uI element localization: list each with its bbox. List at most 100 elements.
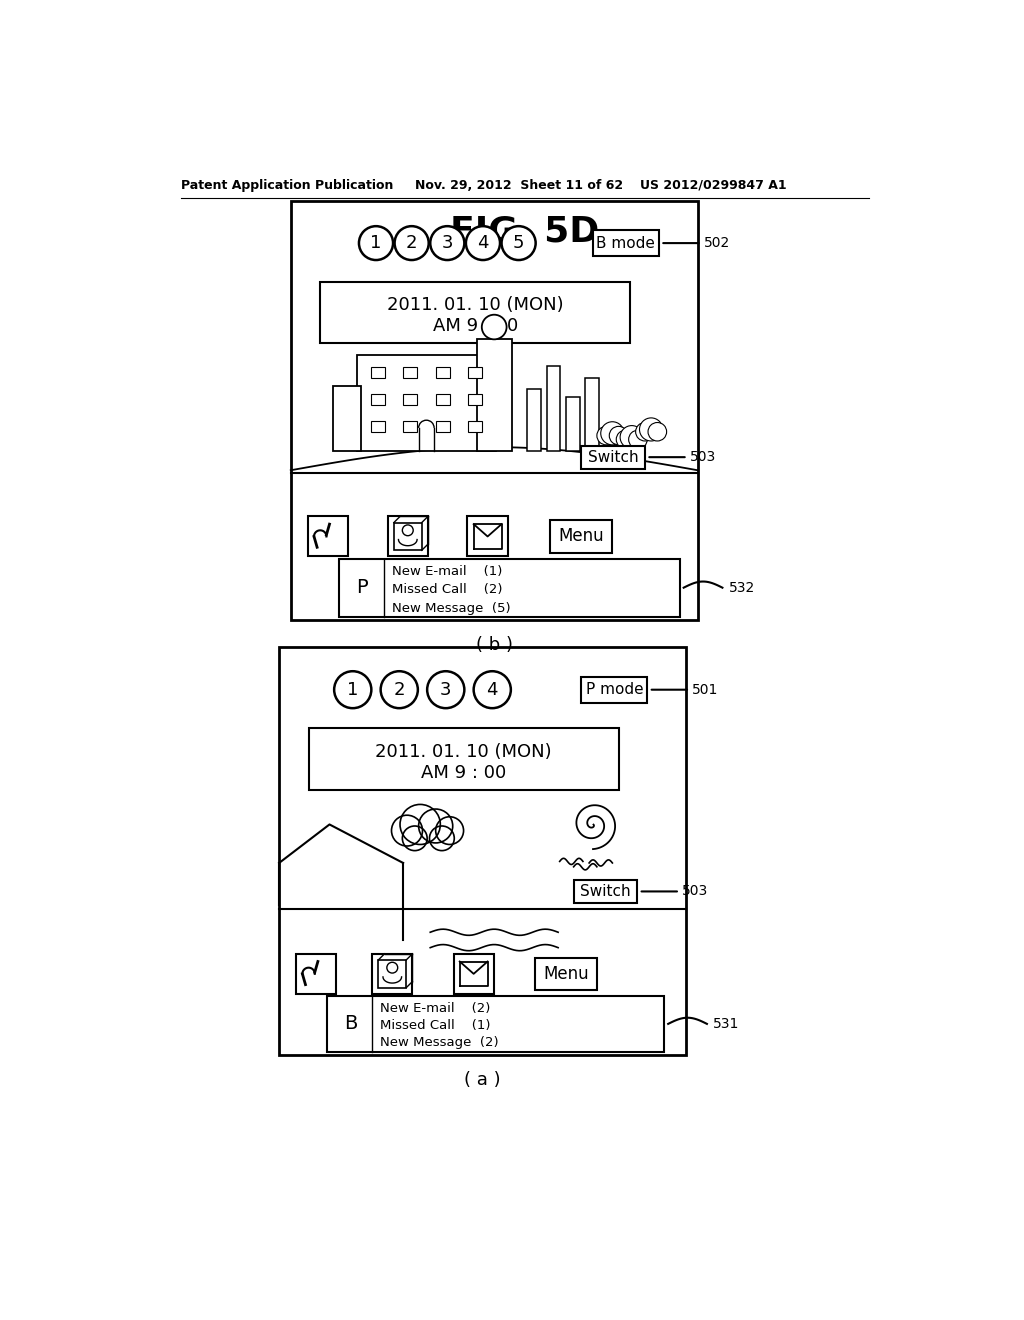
Bar <box>388 516 428 557</box>
Bar <box>566 397 580 451</box>
Bar <box>308 729 618 789</box>
Bar <box>371 421 385 432</box>
Text: B: B <box>344 1014 357 1034</box>
Text: New Message  (5): New Message (5) <box>391 602 510 615</box>
Circle shape <box>640 418 663 441</box>
Bar <box>321 281 630 343</box>
Text: New E-mail    (2): New E-mail (2) <box>380 1002 490 1015</box>
Text: Switch: Switch <box>580 884 631 899</box>
Circle shape <box>466 226 500 260</box>
Bar <box>372 954 413 994</box>
Circle shape <box>636 422 654 441</box>
Text: 2011. 01. 10 (MON): 2011. 01. 10 (MON) <box>387 296 563 314</box>
Text: 3: 3 <box>440 681 452 698</box>
Bar <box>593 230 658 256</box>
Circle shape <box>427 671 464 708</box>
Text: AM 9 : 00: AM 9 : 00 <box>421 763 506 781</box>
Text: 501: 501 <box>692 682 719 697</box>
Bar <box>535 958 597 990</box>
Bar <box>468 421 482 432</box>
Circle shape <box>394 226 429 260</box>
Text: New Message  (2): New Message (2) <box>380 1036 499 1049</box>
Circle shape <box>474 671 511 708</box>
Text: FIG. 5D: FIG. 5D <box>451 215 599 248</box>
Text: 2: 2 <box>406 234 418 252</box>
Bar <box>339 558 680 616</box>
Text: 2: 2 <box>393 681 406 698</box>
Text: 531: 531 <box>713 1016 739 1031</box>
Text: ( b ): ( b ) <box>476 636 513 653</box>
Text: AM 9 : 00: AM 9 : 00 <box>432 317 518 335</box>
Bar <box>582 677 647 702</box>
Text: 503: 503 <box>682 884 709 899</box>
Text: 502: 502 <box>703 236 730 249</box>
Text: 532: 532 <box>729 581 755 595</box>
Text: 4: 4 <box>486 681 498 698</box>
Text: 4: 4 <box>477 234 488 252</box>
Text: 1: 1 <box>347 681 358 698</box>
Circle shape <box>597 426 615 445</box>
Bar <box>477 339 512 451</box>
Bar <box>468 367 482 378</box>
Bar <box>328 997 665 1052</box>
Text: Nov. 29, 2012  Sheet 11 of 62: Nov. 29, 2012 Sheet 11 of 62 <box>415 178 623 191</box>
Circle shape <box>502 226 536 260</box>
Circle shape <box>648 422 667 441</box>
Circle shape <box>435 817 464 845</box>
Bar <box>454 954 494 994</box>
Bar <box>403 367 417 378</box>
Circle shape <box>402 826 427 850</box>
Bar <box>394 523 422 550</box>
Circle shape <box>629 430 647 449</box>
Text: Menu: Menu <box>543 965 589 983</box>
Bar <box>547 366 560 451</box>
Circle shape <box>402 525 414 536</box>
Bar <box>371 395 385 405</box>
Text: US 2012/0299847 A1: US 2012/0299847 A1 <box>640 178 786 191</box>
Circle shape <box>419 809 453 843</box>
Text: 1: 1 <box>371 234 382 252</box>
Circle shape <box>481 314 507 339</box>
Bar <box>586 378 599 451</box>
Circle shape <box>391 816 423 846</box>
Bar <box>435 395 450 405</box>
Circle shape <box>387 962 397 973</box>
Circle shape <box>429 826 455 850</box>
Bar <box>280 647 686 1056</box>
Bar <box>291 201 697 620</box>
Bar <box>573 880 637 903</box>
Circle shape <box>601 422 624 445</box>
Bar <box>468 395 482 405</box>
Text: 5: 5 <box>513 234 524 252</box>
Bar <box>296 954 337 994</box>
Text: P mode: P mode <box>586 682 643 697</box>
Circle shape <box>400 804 440 845</box>
Text: Missed Call    (2): Missed Call (2) <box>391 583 502 597</box>
Bar <box>308 516 348 557</box>
Circle shape <box>381 671 418 708</box>
Circle shape <box>359 226 393 260</box>
Text: ( a ): ( a ) <box>464 1071 501 1089</box>
Bar <box>371 367 385 378</box>
Bar <box>435 421 450 432</box>
Text: Patent Application Publication: Patent Application Publication <box>180 178 393 191</box>
Circle shape <box>334 671 372 708</box>
Bar <box>527 389 541 451</box>
Circle shape <box>430 226 464 260</box>
Circle shape <box>616 430 635 449</box>
Bar <box>467 516 508 557</box>
Text: 2011. 01. 10 (MON): 2011. 01. 10 (MON) <box>375 743 552 760</box>
Text: 503: 503 <box>690 450 716 465</box>
Circle shape <box>609 426 628 445</box>
Circle shape <box>621 425 643 449</box>
Bar <box>334 385 360 451</box>
Bar <box>435 367 450 378</box>
Bar <box>356 355 496 451</box>
Text: New E-mail    (1): New E-mail (1) <box>391 565 502 578</box>
Bar <box>550 520 612 553</box>
Bar <box>403 421 417 432</box>
Bar <box>403 395 417 405</box>
Text: Switch: Switch <box>588 450 638 465</box>
Bar <box>582 446 645 469</box>
Text: B mode: B mode <box>597 235 655 251</box>
